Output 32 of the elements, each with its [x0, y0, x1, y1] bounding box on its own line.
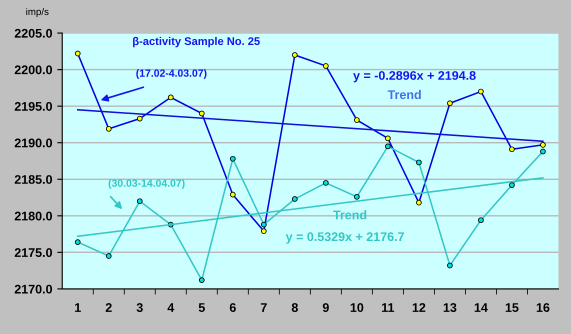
x-tick-label: 2: [106, 303, 112, 312]
x-tick-label: 16: [536, 303, 550, 312]
x-tick-label: 7: [260, 303, 267, 312]
x-tick-label: 8: [292, 303, 298, 312]
x-tick-label: 15: [506, 303, 519, 312]
y-tick-label: 2185.0: [14, 175, 52, 184]
x-tick-label: 14: [474, 303, 488, 312]
y-axis-title: imp/s: [26, 8, 49, 18]
x-tick-label: 9: [322, 303, 329, 312]
y-tick-label: 2195.0: [14, 102, 52, 111]
annotation: Trend: [333, 210, 366, 220]
annotation: Trend: [388, 90, 421, 100]
x-tick-label: 4: [167, 303, 174, 312]
annotation: y = 0.5329x + 2176.7: [286, 232, 404, 244]
x-tick-label: 12: [412, 303, 426, 312]
annotation: (30.03-14.04.07): [108, 179, 185, 189]
y-tick-label: 2180.0: [14, 212, 52, 220]
chart-title: β-activity Sample No. 25: [133, 36, 260, 48]
y-tick-label: 2190.0: [14, 138, 52, 148]
x-tick-label: 5: [198, 303, 205, 312]
x-tick-label: 3: [136, 303, 143, 312]
x-tick-label: 13: [444, 303, 456, 312]
x-tick-label: 10: [350, 303, 364, 312]
y-tick-label: 2170.0: [14, 284, 52, 294]
annotation: (17.02-4.03.07): [136, 69, 206, 79]
x-tick-label: 6: [230, 303, 236, 312]
y-tick-label: 2200.0: [14, 65, 52, 74]
annotation: y = -0.2896x + 2194.8: [353, 71, 476, 82]
y-tick-label: 2175.0: [14, 248, 52, 258]
x-tick-label: 11: [382, 303, 394, 312]
y-tick-label: 2205.0: [14, 28, 52, 38]
x-tick-label: 1: [75, 303, 81, 312]
